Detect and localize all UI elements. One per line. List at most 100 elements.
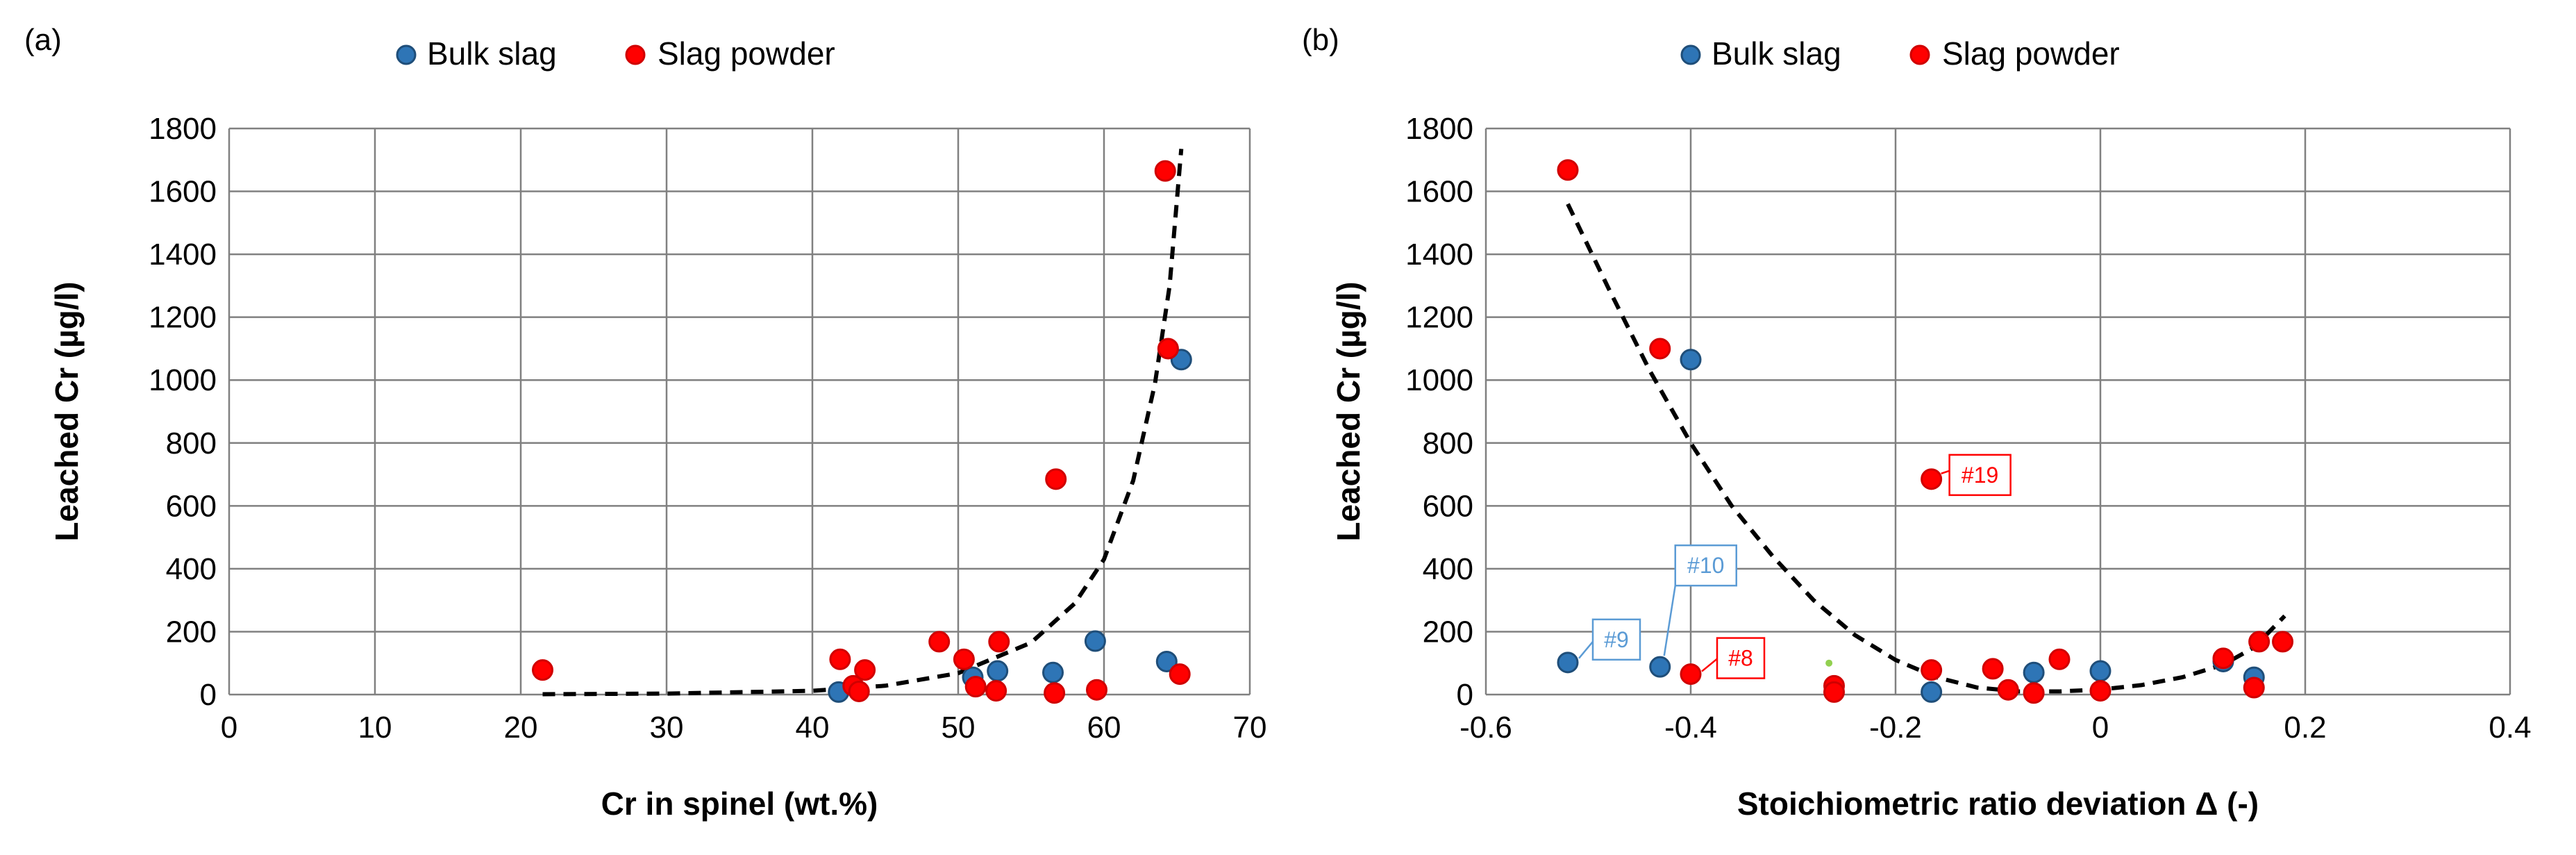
legend: Bulk slag Slag powder <box>396 35 835 72</box>
panel-label: (a) <box>24 23 62 57</box>
x-tick-label: 0 <box>221 711 237 745</box>
legend-label-slag-powder: Slag powder <box>658 35 835 72</box>
y-tick-label: 1000 <box>149 363 217 397</box>
y-tick-label: 200 <box>166 615 217 649</box>
legend-marker-slag-powder <box>625 44 646 65</box>
data-point-slag-powder <box>2272 631 2294 653</box>
legend-marker-bulk-slag <box>396 44 417 65</box>
y-tick-label: 0 <box>1457 678 1473 712</box>
annotation-callout: #19 <box>1941 454 2012 497</box>
data-point-slag-powder <box>964 676 987 698</box>
y-tick-label: 1200 <box>1405 301 1473 335</box>
annotation-label: #9 <box>1604 627 1629 652</box>
data-point-slag-powder <box>2048 648 2071 670</box>
data-point-bulk-slag <box>987 660 1009 682</box>
panel-b-chart: (b) 0 200 400 600 800 1000 1200 1400 1600 1800 -0.6… <box>1302 23 2532 822</box>
data-point-bulk-slag <box>1084 630 1106 652</box>
data-point-slag-powder <box>2089 680 2111 702</box>
series-slag-powder <box>1557 159 2294 704</box>
y-tick-label: 1600 <box>149 175 217 209</box>
annotation-label: #19 <box>1962 463 1998 488</box>
annotation-callout: #8 <box>1701 637 1766 679</box>
data-point-bulk-slag <box>1680 349 1702 371</box>
data-point-slag-powder <box>1680 663 1702 686</box>
data-point-slag-powder <box>1157 338 1179 360</box>
trendline <box>542 149 1184 697</box>
x-tick-label: 40 <box>796 711 830 745</box>
y-axis-label: Leached Cr (µg/l) <box>1330 281 1366 541</box>
data-point-slag-powder <box>928 631 951 653</box>
annotation-box <box>1591 618 1641 661</box>
data-point-slag-powder <box>532 659 553 681</box>
series-slag-powder <box>532 160 1191 704</box>
data-point-bulk-slag <box>1042 661 1064 683</box>
y-tick-label: 1600 <box>1405 175 1473 209</box>
data-point-slag-powder <box>1045 468 1067 490</box>
data-point-slag-powder <box>1557 159 1579 181</box>
x-tick-label: 60 <box>1087 711 1121 745</box>
y-tick-label: 1400 <box>149 238 217 272</box>
data-point-bulk-slag <box>1649 656 1671 678</box>
data-point-slag-powder <box>1649 338 1671 360</box>
y-tick-label: 400 <box>166 552 217 586</box>
y-tick-label: 1800 <box>149 112 217 146</box>
annotation-leader <box>1663 585 1676 656</box>
y-tick-label: 1200 <box>149 301 217 335</box>
annotation-label: #8 <box>1728 646 1753 671</box>
data-point-slag-powder <box>988 631 1010 653</box>
x-tick-label: -0.4 <box>1664 711 1717 745</box>
y-axis-label: Leached Cr (µg/l) <box>49 281 85 541</box>
y-tick-label: 0 <box>200 678 217 712</box>
data-point-slag-powder <box>1982 658 2004 680</box>
gridlines <box>228 127 1251 696</box>
legend: Bulk slag Slag powder <box>1680 35 2120 72</box>
x-tick-label: 0.2 <box>2284 711 2326 745</box>
annotation-leader <box>1578 641 1594 659</box>
data-point-bulk-slag <box>2023 661 2045 683</box>
series-bulk-slag <box>828 349 1192 703</box>
data-point-slag-powder <box>2248 631 2270 653</box>
y-tick-label: 200 <box>1423 615 1473 649</box>
data-point-bulk-slag <box>1557 651 1579 674</box>
y-tick-label: 1000 <box>1405 363 1473 397</box>
panel-a-chart: (a) 0 200 400 600 800 1000 1200 1400 1600 1800 0 10 2… <box>24 23 1266 822</box>
series-bulk-slag <box>1557 349 2265 703</box>
annotation-label: #10 <box>1687 553 1724 578</box>
y-tick-label: 600 <box>1423 489 1473 523</box>
legend-label-slag-powder: Slag powder <box>1942 35 2120 72</box>
y-tick-label: 1800 <box>1405 112 1473 146</box>
annotation-box <box>1948 454 2012 497</box>
annotation-box <box>1716 637 1766 679</box>
data-point-slag-powder <box>1169 663 1191 686</box>
data-point-slag-powder <box>848 680 870 702</box>
y-tick-label: 1400 <box>1405 238 1473 272</box>
x-tick-label: -0.2 <box>1869 711 1922 745</box>
x-axis-label: Stoichiometric ratio deviation Δ (-) <box>1737 786 2259 822</box>
data-point-slag-powder <box>1154 160 1176 182</box>
data-point-bulk-slag <box>1921 681 1943 703</box>
annotation-callout: #9 <box>1578 618 1641 661</box>
data-point-slag-powder <box>985 680 1007 702</box>
data-point-bulk-slag <box>2089 660 2111 682</box>
annotation-leader <box>1941 470 1950 475</box>
data-point-slag-powder <box>829 648 851 670</box>
data-point-slag-powder <box>1997 679 2019 701</box>
x-tick-label: 10 <box>358 711 392 745</box>
legend-label-bulk-slag: Bulk slag <box>427 35 557 72</box>
data-point-slag-powder <box>1044 682 1066 704</box>
annotation-leader <box>1701 658 1718 672</box>
data-point-slag-powder <box>1823 681 1845 703</box>
x-tick-label: 20 <box>504 711 538 745</box>
y-tick-label: 800 <box>1423 426 1473 460</box>
stray-point <box>1825 659 1833 667</box>
data-point-slag-powder <box>2023 682 2045 704</box>
x-tick-label: 0.4 <box>2489 711 2531 745</box>
legend-marker-bulk-slag <box>1680 44 1701 65</box>
data-point-bulk-slag <box>1155 650 1178 672</box>
data-point-slag-powder <box>2243 676 2265 699</box>
data-point-slag-powder <box>1921 659 1943 681</box>
x-tick-label: 0 <box>2092 711 2109 745</box>
data-point-slag-powder <box>1086 679 1107 701</box>
gridlines <box>1484 127 2511 696</box>
